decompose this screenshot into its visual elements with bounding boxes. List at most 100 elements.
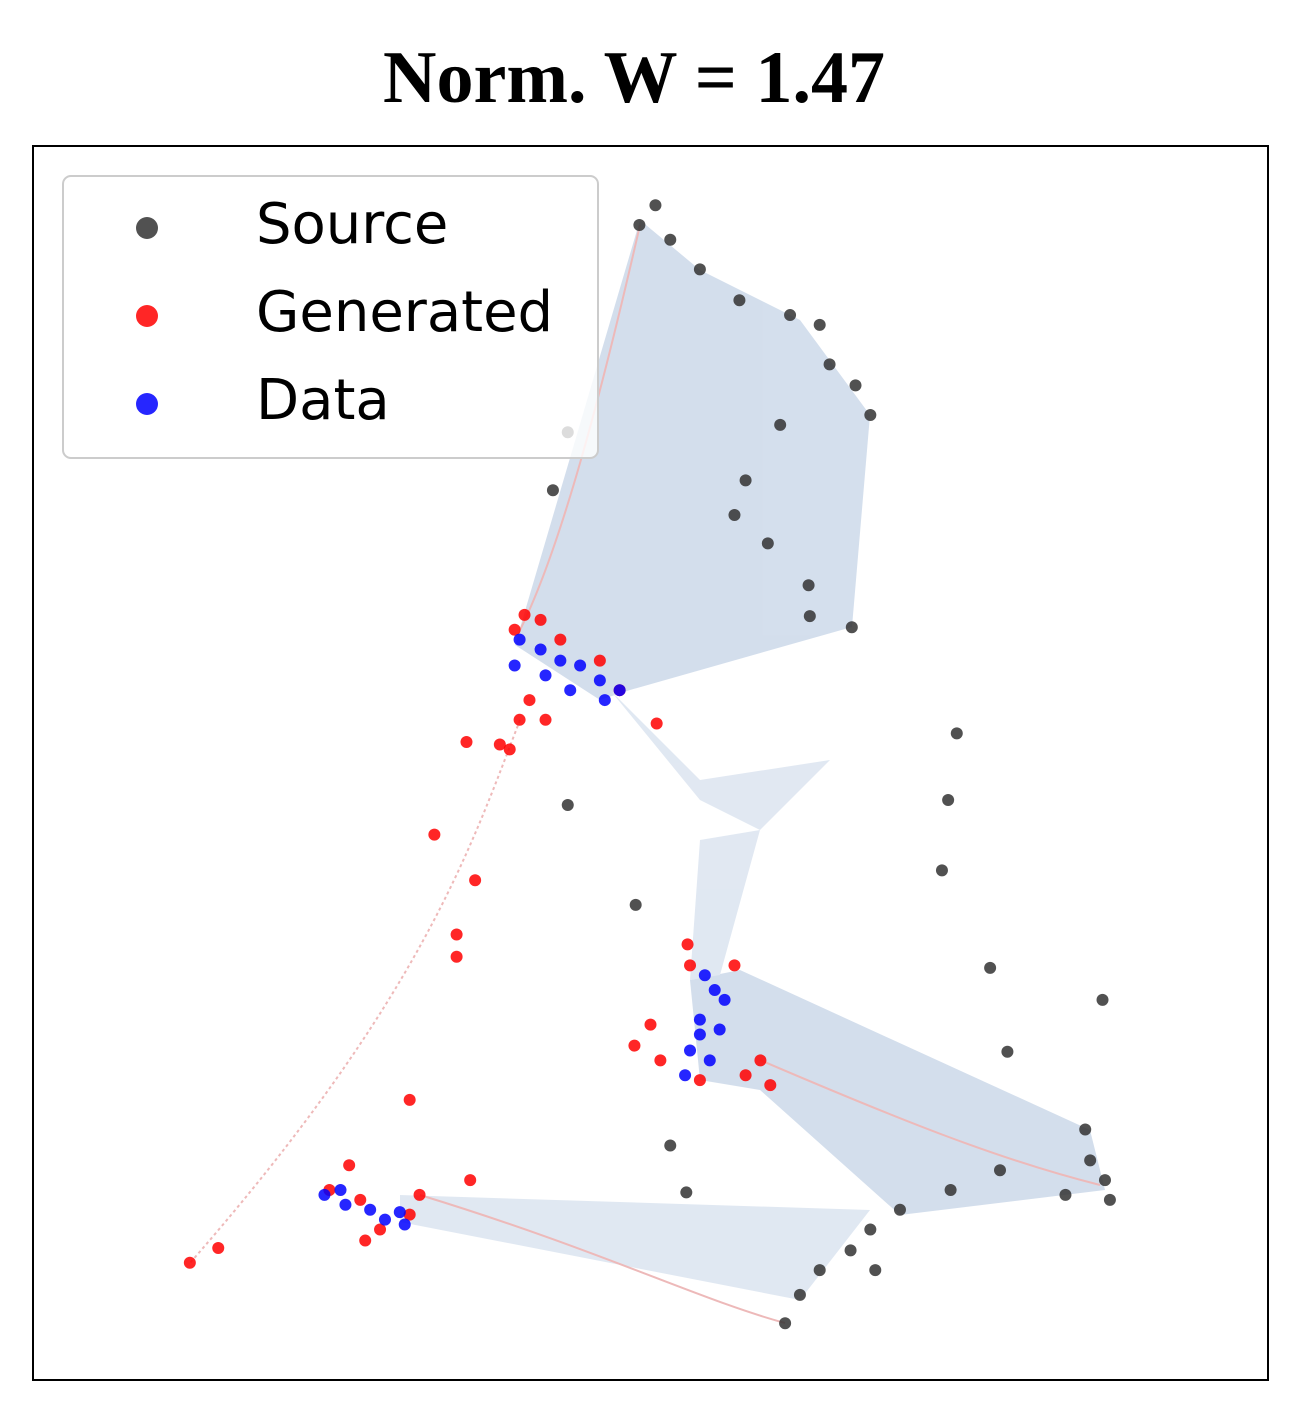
- point: [813, 318, 826, 331]
- point: [343, 1159, 356, 1172]
- point: [935, 864, 948, 877]
- point: [774, 418, 787, 431]
- flow-band: [690, 970, 1105, 1215]
- point: [539, 713, 552, 726]
- point: [508, 623, 521, 636]
- point: [693, 263, 706, 276]
- point: [679, 1069, 692, 1082]
- point: [628, 1039, 641, 1052]
- point: [413, 1188, 426, 1201]
- point: [428, 828, 441, 841]
- point: [450, 950, 463, 963]
- point: [984, 961, 997, 974]
- point: [644, 1018, 657, 1031]
- point: [698, 969, 711, 982]
- point: [779, 1317, 792, 1330]
- point: [374, 1223, 387, 1236]
- point: [684, 959, 697, 972]
- legend-marker: [136, 217, 158, 239]
- point: [493, 738, 506, 751]
- point: [944, 1183, 957, 1196]
- point: [845, 621, 858, 634]
- flow-band: [400, 1195, 870, 1300]
- point: [1103, 1193, 1116, 1206]
- point: [1079, 1123, 1092, 1136]
- legend-marker: [136, 305, 158, 327]
- point: [708, 984, 721, 997]
- point: [803, 610, 816, 623]
- point: [513, 633, 526, 646]
- flow-band: [515, 220, 870, 700]
- point: [1059, 1188, 1072, 1201]
- point: [378, 1213, 391, 1226]
- legend-label: Source: [256, 192, 448, 257]
- point: [864, 409, 877, 422]
- point: [649, 199, 662, 212]
- point: [844, 1244, 857, 1257]
- point: [460, 736, 473, 749]
- point: [784, 309, 797, 322]
- point: [680, 1186, 693, 1199]
- point: [364, 1203, 377, 1216]
- point: [693, 1074, 706, 1087]
- flow-band: [610, 690, 830, 980]
- point: [681, 938, 694, 951]
- series-points: [183, 608, 777, 1269]
- flow-line: [759, 1059, 1101, 1186]
- point: [503, 743, 516, 756]
- point: [1096, 993, 1109, 1006]
- point: [403, 1208, 416, 1221]
- point: [1001, 1045, 1014, 1058]
- point: [1098, 1174, 1111, 1187]
- point: [893, 1203, 906, 1216]
- point: [650, 717, 663, 730]
- point: [613, 684, 626, 697]
- plot-frame: [32, 145, 1269, 1381]
- flow-line: [419, 1194, 786, 1324]
- point: [359, 1234, 372, 1247]
- point: [994, 1164, 1007, 1177]
- point: [713, 1023, 726, 1036]
- point: [693, 1028, 706, 1041]
- point: [450, 928, 463, 941]
- point: [183, 1256, 196, 1269]
- point: [761, 537, 774, 550]
- point: [339, 1198, 352, 1211]
- point: [864, 1223, 877, 1236]
- point: [561, 798, 574, 811]
- point: [664, 233, 677, 246]
- point: [539, 669, 552, 682]
- point: [754, 1054, 767, 1067]
- legend: Source Generated Data: [62, 175, 599, 459]
- point: [950, 727, 963, 740]
- point: [823, 358, 836, 371]
- point: [554, 633, 567, 646]
- point: [469, 874, 482, 887]
- chart-title: Norm. W = 1.47: [383, 37, 885, 119]
- legend-label: Generated: [256, 280, 553, 345]
- point: [728, 508, 741, 521]
- point: [598, 694, 611, 707]
- series-points: [318, 633, 731, 1231]
- point: [733, 294, 746, 307]
- point: [574, 659, 587, 672]
- point: [518, 608, 531, 621]
- point: [739, 474, 752, 487]
- point: [334, 1183, 347, 1196]
- point: [508, 659, 521, 672]
- point: [403, 1093, 416, 1106]
- point: [718, 993, 731, 1006]
- point: [942, 794, 955, 807]
- point: [684, 1044, 697, 1057]
- point: [793, 1288, 806, 1301]
- point: [593, 654, 606, 667]
- point: [703, 1054, 716, 1067]
- point: [633, 218, 646, 231]
- point: [802, 579, 815, 592]
- point: [1084, 1154, 1097, 1167]
- point: [464, 1174, 477, 1187]
- point: [564, 684, 577, 697]
- point: [554, 654, 567, 667]
